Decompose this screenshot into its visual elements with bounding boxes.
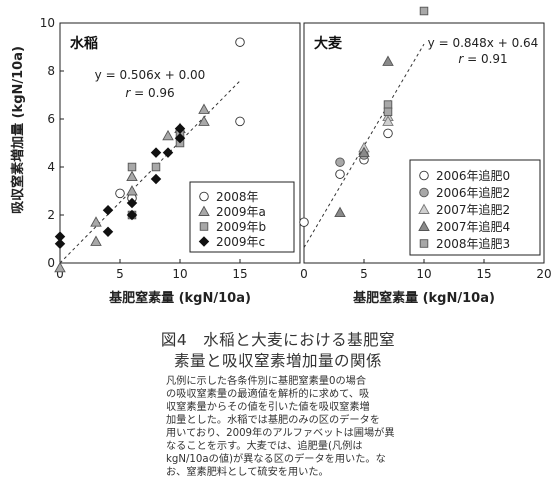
barley-legend: 2006年追肥0 2006年追肥2 2007年追肥2 2007年追肥4 2008年追肥3 (409, 159, 541, 256)
barley-series-3-point (358, 146, 370, 158)
rice-series-3-point (102, 226, 114, 238)
barley-legend-marker (419, 170, 429, 181)
barley-series-0-point (299, 217, 309, 227)
rice-series-1-point (162, 129, 174, 141)
barley-legend-box (409, 159, 541, 256)
barley-series-0-point (383, 128, 393, 139)
barley-correlation-label: r = 0.91 (458, 52, 507, 66)
barley-legend-entry: 2007年追肥4 (436, 219, 510, 234)
barley-r-value: = 0.91 (463, 52, 507, 66)
rice-series-1-point (90, 235, 102, 246)
rice-series-3-point (102, 204, 114, 216)
rice-x-tick-label: 10 (172, 267, 187, 281)
rice-series-3-point (54, 238, 66, 250)
caption-body: 凡例に示した各条件別に基肥窒素量0の場合 の吸収窒素量の最適値を解析的に求めて、… (166, 376, 395, 478)
barley-x-tick-label: 5 (360, 267, 368, 281)
rice-regression-equation: y = 0.506x + 0.00 (95, 68, 206, 82)
rice-series-0-point (235, 37, 245, 47)
barley-x-tick-label: 10 (416, 267, 431, 281)
barley-panel-label: 大麦 (314, 35, 343, 52)
rice-series-2-point (151, 162, 161, 172)
barley-series-4-point (419, 6, 429, 16)
rice-x-tick-label: 0 (56, 267, 64, 281)
rice-series-3-point (162, 147, 174, 158)
barley-x-tick-label: 15 (476, 267, 491, 281)
barley-legend-marker (418, 203, 430, 214)
barley-legend-marker (419, 239, 429, 248)
y-axis-label: 吸収窒素増加量 (kgN/10a) (10, 46, 26, 214)
barley-legend-entry: 2008年追肥3 (436, 236, 510, 251)
rice-series-0-point (235, 116, 245, 127)
rice-legend-entry: 2009年c (216, 235, 265, 249)
rice-series-1-point (126, 185, 138, 196)
rice-series-3-point (126, 197, 138, 209)
caption-title: 図4 水稲と大麦における基肥窒 素量と吸収窒素増加量の関係 (0, 330, 556, 372)
barley-series-3-point (334, 206, 346, 218)
rice-series-0-point (115, 188, 125, 199)
barley-series-0-point (335, 169, 345, 179)
barley-series-1-point (335, 157, 345, 167)
rice-r-value: = 0.96 (130, 86, 174, 100)
x-axis-label-barley: 基肥窒素量 (kgN/10a) (352, 290, 495, 306)
figure-caption: 図4 水稲と大麦における基肥窒 素量と吸収窒素増加量の関係 凡例に示した各条件別… (0, 330, 556, 479)
caption-title-line-2: 素量と吸収窒素増加量の関係 (173, 352, 382, 370)
rice-series-1-point (126, 170, 138, 182)
rice-legend-entry: 2009年b (216, 220, 266, 234)
rice-legend-entry: 2008年 (216, 190, 259, 204)
rice-series-3-point (150, 173, 162, 185)
rice-r-symbol: r (125, 86, 131, 100)
barley-series-4-point (383, 107, 393, 117)
barley-legend-entry: 2006年追肥2 (436, 185, 510, 200)
rice-panel-label: 水稲 (70, 35, 98, 52)
barley-regression-equation: y = 0.848x + 0.64 (428, 36, 539, 50)
rice-legend-entry: 2009年a (216, 205, 266, 219)
rice-y-tick-label: 0 (47, 256, 55, 270)
barley-r-symbol: r (458, 52, 464, 66)
barley-panel: 0 5 10 15 20 大麦 y = 0.848x + 0.64 r = 0.91 2006年… (299, 6, 552, 281)
rice-series-1-point (198, 103, 210, 114)
barley-legend-entry: 2007年追肥2 (436, 202, 510, 217)
rice-y-tick-label: 2 (47, 208, 55, 222)
barley-series-2-point (382, 115, 394, 126)
barley-legend-marker (419, 187, 429, 198)
rice-legend-marker (198, 205, 210, 216)
rice-series-1-point (198, 115, 210, 126)
rice-y-tick-label: 6 (47, 112, 55, 126)
barley-x-tick-label: 0 (300, 267, 308, 281)
caption-title-line-1: 図4 水稲と大麦における基肥窒 (160, 331, 396, 349)
barley-series-3-point (382, 55, 394, 66)
rice-x-tick-label: 5 (116, 267, 124, 281)
rice-series-3-point (126, 209, 138, 221)
barley-series-4-point (383, 100, 393, 109)
barley-legend-marker (418, 220, 430, 231)
rice-series-1-point (54, 261, 66, 273)
rice-x-tick-label: 15 (232, 267, 247, 281)
rice-y-tick-label: 10 (40, 16, 55, 30)
rice-legend-marker (199, 191, 209, 202)
rice-legend-marker (198, 236, 210, 247)
rice-y-tick-label: 4 (47, 160, 55, 174)
rice-legend-marker (199, 222, 209, 231)
rice-series-1-point (90, 216, 102, 227)
rice-correlation-label: r = 0.96 (125, 86, 174, 100)
rice-series-3-point (150, 147, 162, 158)
barley-legend-entry: 2006年追肥0 (436, 168, 510, 183)
barley-x-tick-label: 20 (536, 267, 551, 281)
rice-series-3-point (174, 132, 186, 144)
rice-panel: 0 5 10 15 0 2 4 6 8 10 水稲 y = 0.506x + 0.00 r = 0.96… (40, 16, 301, 281)
rice-y-tick-label: 8 (47, 64, 55, 78)
figure-4: 0 5 10 15 0 2 4 6 8 10 水稲 y = 0.506x + 0.00 r = 0.96… (10, 6, 552, 306)
rice-regression-line (59, 80, 241, 264)
x-axis-label-rice: 基肥窒素量 (kgN/10a) (108, 290, 251, 306)
rice-series-2-point (127, 162, 137, 172)
